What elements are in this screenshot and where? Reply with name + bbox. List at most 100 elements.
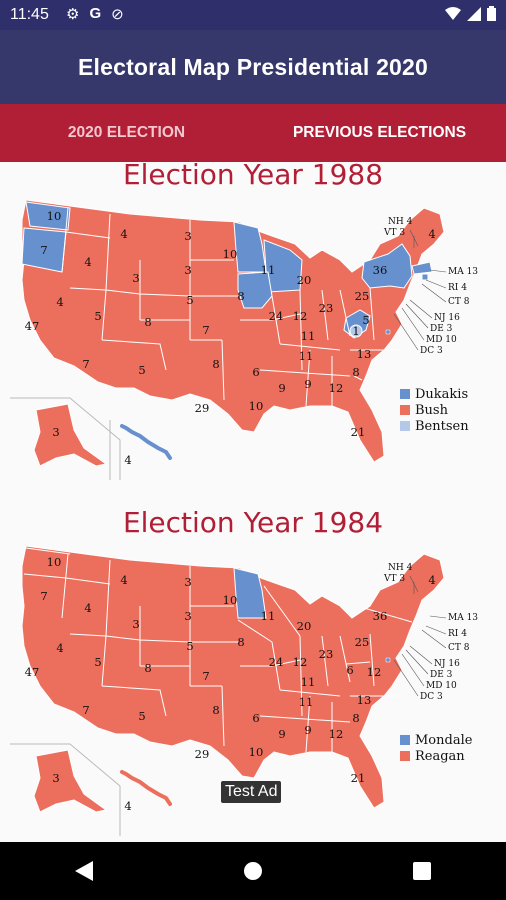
ev-label: 24 bbox=[269, 655, 284, 669]
legend-item: Mondale bbox=[400, 732, 472, 748]
ev-label: 13 bbox=[357, 347, 372, 361]
legend-item: Reagan bbox=[400, 748, 472, 764]
ev-label: 5 bbox=[186, 293, 193, 307]
tab-previous-elections[interactable]: PREVIOUS ELECTIONS bbox=[253, 104, 506, 162]
callout-label: CT 8 bbox=[448, 643, 470, 653]
northeast-callouts: NH 4 VT 3 MA 13 RI 4 CT 8 NJ 16 DE 3 MD … bbox=[383, 563, 478, 702]
ev-label: 8 bbox=[352, 711, 359, 725]
home-circle-icon bbox=[243, 862, 262, 880]
ev-label: 13 bbox=[357, 693, 372, 707]
state-west-virginia-elector bbox=[349, 324, 363, 338]
ev-label: 7 bbox=[40, 589, 47, 603]
ev-label: 5 bbox=[362, 313, 369, 327]
ev-label: 4 bbox=[428, 227, 435, 241]
us-states-fill bbox=[21, 546, 445, 809]
legend-swatch bbox=[400, 421, 410, 431]
ev-label: 8 bbox=[212, 703, 219, 717]
state-dc bbox=[385, 329, 391, 335]
election-year-title: Election Year 1988 bbox=[122, 162, 384, 191]
callout-label: RI 4 bbox=[448, 283, 467, 293]
ev-label: 10 bbox=[249, 745, 264, 759]
nav-recents-button[interactable] bbox=[392, 851, 452, 891]
legend-label: Mondale bbox=[415, 732, 473, 748]
legend-1988: Dukakis Bush Bentsen bbox=[400, 386, 469, 434]
recents-square-icon bbox=[412, 862, 431, 880]
ev-label: 8 bbox=[237, 635, 244, 649]
alaska-inset-border bbox=[10, 397, 121, 480]
ev-label: 20 bbox=[297, 273, 312, 287]
northeast-callouts: NH 4 VT 3 MA 13 RI 4 CT 8 NJ 16 DE 3 MD … bbox=[383, 217, 478, 356]
ev-label: 12 bbox=[293, 655, 308, 669]
ev-label: 25 bbox=[355, 635, 370, 649]
ev-label: 3 bbox=[52, 771, 59, 785]
callout-label: DE 3 bbox=[430, 324, 453, 334]
ev-label: 36 bbox=[373, 609, 388, 623]
ev-label: 8 bbox=[212, 357, 219, 371]
status-time: 11:45 bbox=[10, 6, 49, 23]
ev-label: 47 bbox=[25, 665, 40, 679]
tab-bar: 2020 ELECTION PREVIOUS ELECTIONS bbox=[0, 104, 506, 162]
ev-label: 12 bbox=[329, 381, 344, 395]
ev-label: 29 bbox=[195, 747, 210, 761]
ev-label: 24 bbox=[269, 309, 284, 323]
ev-label: 10 bbox=[47, 555, 62, 569]
state-hawaii bbox=[120, 770, 172, 806]
legend-label: Reagan bbox=[415, 748, 465, 764]
callout-label: MA 13 bbox=[448, 613, 478, 623]
electoral-map-1988[interactable]: 10 7 4 4 3 47 4 5 8 3 3 5 10 8 11 20 20 … bbox=[10, 200, 480, 480]
signal-icon bbox=[467, 6, 481, 21]
ev-label: 7 bbox=[202, 323, 209, 337]
app-bar: Electoral Map Presidential 2020 bbox=[0, 30, 506, 104]
ev-label: 3 bbox=[184, 609, 191, 623]
state-rhode-island bbox=[421, 273, 429, 281]
callout-label: NJ 16 bbox=[434, 659, 460, 669]
ev-label: 8 bbox=[144, 661, 151, 675]
ev-label: 4 bbox=[84, 601, 91, 615]
ev-label: 4 bbox=[428, 573, 435, 587]
back-triangle-icon bbox=[75, 861, 94, 881]
nav-back-button[interactable] bbox=[54, 851, 114, 891]
callout-label: NH 4 bbox=[388, 217, 413, 227]
ev-label: 7 bbox=[202, 669, 209, 683]
alaska-inset-border bbox=[10, 743, 121, 836]
state-hawaii-dem bbox=[120, 424, 172, 460]
ev-label: 12 bbox=[293, 309, 308, 323]
ev-label: 3 bbox=[184, 575, 191, 589]
ev-label: 4 bbox=[56, 641, 63, 655]
election-year-title: Election Year 1984 bbox=[122, 506, 384, 539]
ev-label: 4 bbox=[124, 799, 131, 813]
legend-item: Bentsen bbox=[400, 418, 469, 434]
ev-label: 5 bbox=[94, 309, 101, 323]
ev-label: 3 bbox=[184, 263, 191, 277]
ev-label: 9 bbox=[278, 381, 285, 395]
callout-label: MD 10 bbox=[426, 681, 457, 691]
status-left-icons: ⚙ G ⊘ bbox=[66, 5, 124, 23]
ev-label: 9 bbox=[304, 723, 311, 737]
callout-label: CT 8 bbox=[448, 297, 470, 307]
state-alaska bbox=[33, 749, 108, 813]
callout-label: DE 3 bbox=[430, 670, 453, 680]
ev-label: 4 bbox=[84, 255, 91, 269]
test-ad-badge[interactable]: Test Ad bbox=[221, 781, 282, 803]
ev-label: 23 bbox=[319, 647, 334, 661]
state-iowa bbox=[237, 271, 273, 309]
elections-scroll-view[interactable]: Election Year 1988 bbox=[0, 162, 506, 842]
nav-home-button[interactable] bbox=[223, 851, 283, 891]
ev-label: 5 bbox=[138, 363, 145, 377]
state-washington bbox=[25, 201, 71, 231]
tab-2020-election[interactable]: 2020 ELECTION bbox=[0, 104, 253, 162]
app-title: Electoral Map Presidential 2020 bbox=[77, 53, 429, 80]
state-borders bbox=[61, 207, 398, 407]
ev-label: 9 bbox=[278, 727, 285, 741]
state-new-york bbox=[361, 243, 413, 289]
ev-label: 3 bbox=[132, 271, 139, 285]
state-dc bbox=[385, 657, 391, 663]
ev-label: 11 bbox=[301, 329, 316, 343]
state-minnesota bbox=[233, 567, 267, 619]
callout-label: RI 4 bbox=[448, 629, 467, 639]
electoral-map-1984[interactable]: 10 7 4 4 3 47 4 5 8 3 3 5 10 8 11 20 36 … bbox=[10, 546, 480, 836]
callout-label: DC 3 bbox=[420, 692, 443, 702]
ev-label: 23 bbox=[319, 301, 334, 315]
ev-label: 8 bbox=[237, 289, 244, 303]
ev-label: 12 bbox=[329, 727, 344, 741]
